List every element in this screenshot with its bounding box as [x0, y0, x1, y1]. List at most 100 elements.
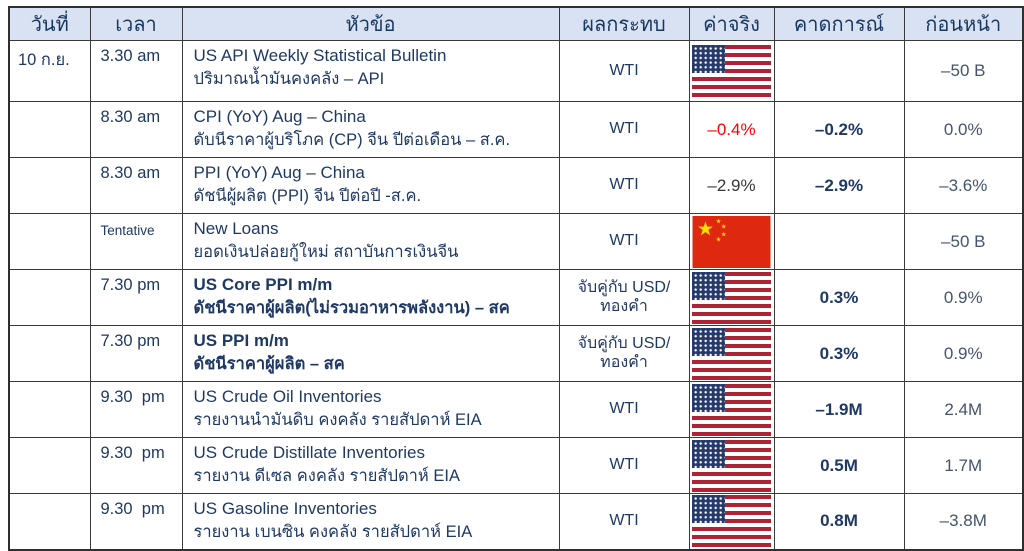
us-flag-icon: [692, 439, 771, 492]
date-cell: [8, 101, 91, 158]
date-cell: [8, 493, 91, 550]
topic-title-th: รายงาน ดีเซล คงคลัง รายสัปดาห์ EIA: [193, 466, 461, 485]
previous-cell: –3.6%: [903, 157, 1024, 214]
china-flag-icon: [692, 215, 771, 268]
forecast-cell: [773, 213, 905, 270]
topic-cell: CPI (YoY) Aug – China ดับนีราคาผู้บริโภค…: [181, 101, 560, 158]
date-cell: [8, 381, 91, 438]
impact-cell: จับคู่กับ USD/ทองคำ: [558, 325, 690, 382]
header-row: วันที่ เวลา หัวข้อ ผลกระทบ ค่าจริง คาดกา…: [8, 6, 1024, 41]
date-cell: [8, 325, 91, 382]
forecast-cell: 0.3%: [773, 325, 905, 382]
topic-title-en: CPI (YoY) Aug – China: [193, 107, 366, 126]
col-header-previous: ก่อนหน้า: [903, 6, 1024, 41]
topic-cell: US API Weekly Statistical Bulletin ปริมา…: [181, 40, 560, 102]
previous-cell: 2.4M: [903, 381, 1024, 438]
actual-cell: [688, 437, 775, 494]
actual-cell: [688, 381, 775, 438]
economic-calendar-table: วันที่ เวลา หัวข้อ ผลกระทบ ค่าจริง คาดกา…: [8, 6, 1024, 551]
forecast-cell: 0.3%: [773, 269, 905, 326]
topic-title-en: US Crude Distillate Inventories: [193, 443, 425, 462]
topic-title-th: ดัชนีผู้ผลิต (PPI) จีน ปีต่อปี -ส.ค.: [193, 186, 422, 205]
table-row: 9.30 pm US Gasoline Inventories รายงาน เ…: [8, 493, 1024, 550]
actual-cell: [688, 493, 775, 550]
topic-title-en: New Loans: [193, 219, 279, 238]
table-row: Tentative New Loans ยอดเงินปล่อยกู้ใหม่ …: [8, 213, 1024, 270]
impact-cell: WTI: [558, 493, 690, 550]
previous-cell: 0.9%: [903, 325, 1024, 382]
previous-cell: 0.0%: [903, 101, 1024, 158]
actual-cell: [688, 213, 775, 270]
forecast-cell: [773, 40, 905, 102]
topic-title-th: ปริมาณน้ำมันคงคลัง – API: [193, 69, 385, 88]
economic-calendar: วันที่ เวลา หัวข้อ ผลกระทบ ค่าจริง คาดกา…: [8, 6, 1024, 551]
us-flag-icon: [692, 495, 771, 548]
previous-cell: –3.8M: [903, 493, 1024, 550]
time-cell: 9.30 pm: [89, 493, 183, 550]
col-header-date: วันที่: [8, 6, 91, 41]
time-cell: 7.30 pm: [89, 325, 183, 382]
col-header-actual: ค่าจริง: [688, 6, 775, 41]
topic-title-th: ยอดเงินปล่อยกู้ใหม่ สถาบันการเงินจีน: [193, 242, 459, 261]
time-cell: 8.30 am: [89, 101, 183, 158]
previous-cell: –50 B: [903, 40, 1024, 102]
us-flag-icon: [692, 45, 771, 97]
date-cell: [8, 213, 91, 270]
time-cell: 7.30 pm: [89, 269, 183, 326]
topic-title-th: ดับนีราคาผู้บริโภค (CP) จีน ปีต่อเดือน –…: [193, 130, 511, 149]
topic-title-en: PPI (YoY) Aug – China: [193, 163, 365, 182]
time-cell: 3.30 am: [89, 40, 183, 102]
col-header-topic: หัวข้อ: [181, 6, 560, 41]
date-cell: [8, 269, 91, 326]
topic-title-th: ดัชนีราคาผู้ผลิต(ไม่รวมอาหารพลังงาน) – ส…: [193, 298, 510, 317]
table-row: 10 ก.ย. 3.30 am US API Weekly Statistica…: [8, 40, 1024, 102]
topic-title-en: US PPI m/m: [193, 331, 289, 350]
impact-cell: จับคู่กับ USD/ทองคำ: [558, 269, 690, 326]
topic-title-th: รายงาน เบนซิน คงคลัง รายสัปดาห์ EIA: [193, 522, 473, 541]
impact-cell: WTI: [558, 381, 690, 438]
time-cell: Tentative: [89, 213, 183, 270]
us-flag-icon: [692, 383, 771, 436]
us-flag-icon: [692, 327, 771, 380]
previous-cell: 1.7M: [903, 437, 1024, 494]
impact-cell: WTI: [558, 437, 690, 494]
impact-cell: WTI: [558, 157, 690, 214]
topic-title-en: US Crude Oil Inventories: [193, 387, 382, 406]
table-row: 8.30 am PPI (YoY) Aug – China ดัชนีผู้ผล…: [8, 157, 1024, 214]
forecast-cell: 0.8M: [773, 493, 905, 550]
topic-title-en: US Core PPI m/m: [193, 275, 333, 294]
table-body: 10 ก.ย. 3.30 am US API Weekly Statistica…: [8, 40, 1024, 550]
topic-cell: US Gasoline Inventories รายงาน เบนซิน คง…: [181, 493, 560, 550]
topic-cell: US Crude Oil Inventories รายงานนำมันดิบ …: [181, 381, 560, 438]
table-row: 7.30 pm US Core PPI m/m ดัชนีราคาผู้ผลิต…: [8, 269, 1024, 326]
date-cell: [8, 437, 91, 494]
impact-cell: WTI: [558, 101, 690, 158]
time-cell: 8.30 am: [89, 157, 183, 214]
actual-cell: [688, 40, 775, 102]
col-header-impact: ผลกระทบ: [558, 6, 690, 41]
time-cell: 9.30 pm: [89, 381, 183, 438]
actual-cell: –2.9%: [688, 157, 775, 214]
topic-cell: US Core PPI m/m ดัชนีราคาผู้ผลิต(ไม่รวมอ…: [181, 269, 560, 326]
time-cell: 9.30 pm: [89, 437, 183, 494]
previous-cell: –50 B: [903, 213, 1024, 270]
actual-cell: –0.4%: [688, 101, 775, 158]
forecast-cell: –1.9M: [773, 381, 905, 438]
topic-cell: PPI (YoY) Aug – China ดัชนีผู้ผลิต (PPI)…: [181, 157, 560, 214]
forecast-cell: –2.9%: [773, 157, 905, 214]
actual-cell: [688, 325, 775, 382]
us-flag-icon: [692, 271, 771, 324]
table-header: วันที่ เวลา หัวข้อ ผลกระทบ ค่าจริง คาดกา…: [8, 6, 1024, 41]
table-row: 7.30 pm US PPI m/m ดัชนีราคาผู้ผลิต – สค…: [8, 325, 1024, 382]
topic-cell: US Crude Distillate Inventories รายงาน ด…: [181, 437, 560, 494]
table-row: 8.30 am CPI (YoY) Aug – China ดับนีราคาผ…: [8, 101, 1024, 158]
forecast-cell: –0.2%: [773, 101, 905, 158]
previous-cell: 0.9%: [903, 269, 1024, 326]
topic-title-th: ดัชนีราคาผู้ผลิต – สค: [193, 354, 345, 373]
date-cell: [8, 157, 91, 214]
actual-cell: [688, 269, 775, 326]
table-row: 9.30 pm US Crude Oil Inventories รายงานน…: [8, 381, 1024, 438]
topic-title-en: US Gasoline Inventories: [193, 499, 377, 518]
col-header-forecast: คาดการณ์: [773, 6, 905, 41]
forecast-cell: 0.5M: [773, 437, 905, 494]
